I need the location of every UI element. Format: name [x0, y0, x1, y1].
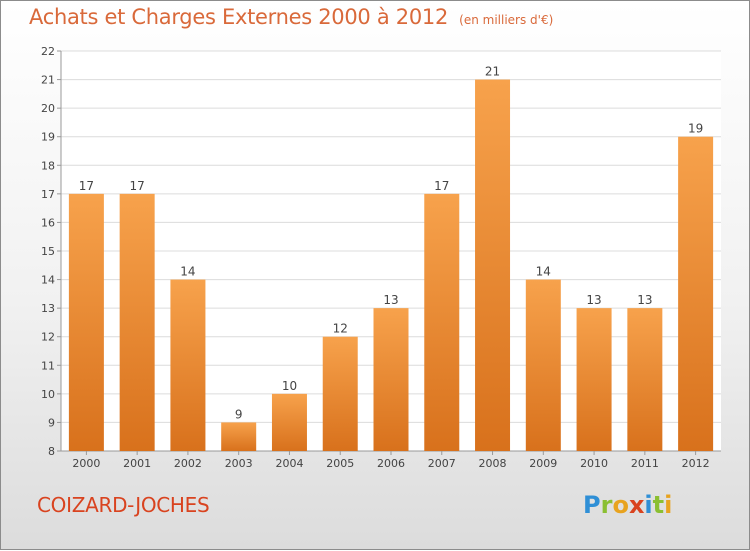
y-tick-label: 9 — [48, 416, 55, 429]
logo-letter: P — [583, 491, 601, 519]
bar — [170, 279, 206, 451]
logo-letter: o — [612, 491, 629, 519]
x-tick-label: 2003 — [225, 457, 253, 470]
x-tick-label: 2001 — [123, 457, 151, 470]
logo-letter: i — [644, 491, 653, 519]
bar — [322, 336, 358, 451]
y-tick-label: 21 — [41, 74, 55, 87]
bar-value-label: 17 — [79, 179, 94, 193]
bar — [525, 279, 561, 451]
bar — [678, 136, 714, 451]
bar-value-label: 14 — [180, 265, 195, 279]
x-tick-label: 2008 — [479, 457, 507, 470]
bar-value-label: 13 — [383, 293, 398, 307]
bar-value-label: 17 — [130, 179, 145, 193]
bar — [221, 422, 257, 451]
y-tick-label: 10 — [41, 388, 55, 401]
bar-value-label: 9 — [235, 407, 243, 421]
y-tick-label: 18 — [41, 159, 55, 172]
x-tick-label: 2002 — [174, 457, 202, 470]
y-tick-label: 13 — [41, 302, 55, 315]
chart-title: Achats et Charges Externes 2000 à 2012 — [29, 5, 449, 29]
logo-letter: x — [628, 491, 645, 519]
y-tick-label: 11 — [41, 359, 55, 372]
y-tick-label: 8 — [48, 445, 55, 458]
bar — [424, 193, 460, 451]
y-tick-label: 15 — [41, 245, 55, 258]
bar — [373, 308, 409, 451]
y-tick-label: 16 — [41, 216, 55, 229]
bar — [475, 79, 511, 452]
y-tick-label: 17 — [41, 188, 55, 201]
proxiti-logo: Proxiti — [583, 491, 672, 519]
bar — [119, 193, 155, 451]
bar-value-label: 14 — [536, 265, 551, 279]
bar — [68, 193, 104, 451]
bar-value-label: 21 — [485, 65, 500, 79]
bar-value-label: 13 — [586, 293, 601, 307]
logo-letter: i — [664, 491, 673, 519]
x-tick-label: 2004 — [275, 457, 303, 470]
bar — [271, 393, 307, 451]
x-tick-label: 2000 — [72, 457, 100, 470]
y-tick-label: 22 — [41, 45, 55, 58]
bar-value-label: 19 — [688, 122, 703, 136]
x-tick-label: 2007 — [428, 457, 456, 470]
y-tick-label: 12 — [41, 331, 55, 344]
x-tick-label: 2006 — [377, 457, 405, 470]
bar — [627, 308, 663, 451]
logo-letter: t — [652, 491, 665, 519]
x-tick-label: 2011 — [631, 457, 659, 470]
x-tick-label: 2009 — [529, 457, 557, 470]
bar-value-label: 17 — [434, 179, 449, 193]
x-tick-label: 2012 — [682, 457, 710, 470]
bar — [576, 308, 612, 451]
x-tick-label: 2010 — [580, 457, 608, 470]
commune-name: COIZARD-JOCHES — [37, 493, 210, 517]
chart-subtitle: (en milliers d'€) — [459, 13, 554, 27]
x-tick-label: 2005 — [326, 457, 354, 470]
chart-header: Achats et Charges Externes 2000 à 2012 (… — [29, 5, 553, 29]
bar-value-label: 13 — [637, 293, 652, 307]
y-tick-label: 14 — [41, 274, 55, 287]
bar-value-label: 10 — [282, 379, 297, 393]
y-tick-label: 20 — [41, 102, 55, 115]
logo-letter: r — [600, 491, 613, 519]
bar-value-label: 12 — [333, 322, 348, 336]
y-tick-label: 19 — [41, 131, 55, 144]
